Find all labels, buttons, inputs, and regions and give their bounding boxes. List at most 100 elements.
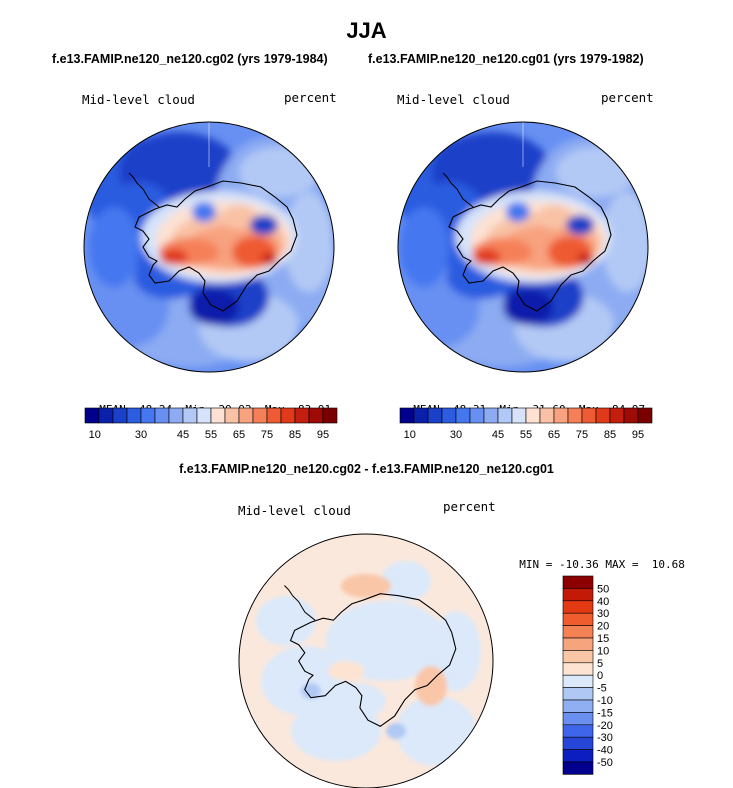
colorbar-tick-label: -15	[597, 707, 613, 719]
colorbar-box	[562, 674, 594, 688]
colorbar-box	[637, 407, 653, 424]
difference-region	[326, 683, 386, 719]
difference-region	[415, 666, 447, 706]
colorbar-box	[562, 612, 594, 626]
difference-region	[341, 574, 391, 598]
panel1-title: f.e13.FAMIP.ne120_ne120.cg02 (yrs 1979-1…	[52, 52, 328, 66]
panel1-units-label: percent	[284, 90, 337, 105]
panel3-variable-label: Mid-level cloud	[238, 503, 351, 518]
colorbar-box	[562, 761, 594, 775]
panel3-min-value: -10.36	[559, 558, 599, 571]
colorbar-box	[623, 407, 639, 424]
cloud-region	[555, 147, 636, 197]
colorbar-box	[252, 407, 268, 424]
colorbar-tick-label: 40	[597, 596, 609, 608]
colorbar-box	[112, 407, 128, 424]
panel1-colorbar: 10 30 45 55 65 75 85 95	[84, 407, 338, 441]
colorbar-box	[98, 407, 114, 424]
difference-region	[326, 601, 446, 681]
cloud-region	[536, 205, 573, 229]
panel2-title: f.e13.FAMIP.ne120_ne120.cg01 (yrs 1979-1…	[368, 52, 644, 66]
cloud-region	[602, 192, 648, 292]
peninsula-coastline	[128, 172, 160, 208]
difference-region	[386, 723, 406, 739]
colorbar-box	[595, 407, 611, 424]
cloud-region	[472, 249, 501, 265]
colorbar-tick-label: 30	[450, 429, 462, 441]
panel3-max-value: 10.68	[651, 558, 685, 571]
colorbar-box	[553, 407, 569, 424]
colorbar-box	[280, 407, 296, 424]
colorbar-box	[224, 407, 240, 424]
coastline	[134, 180, 298, 312]
peninsula-coastline	[442, 172, 474, 208]
colorbar-box	[562, 736, 594, 750]
cloud-region	[566, 215, 595, 235]
cloud-region	[261, 253, 277, 265]
peninsula-coastline	[284, 585, 316, 621]
colorbar-tick-label: 30	[135, 429, 147, 441]
colorbar-box	[562, 600, 594, 614]
colorbar-box	[562, 687, 594, 701]
cloud-region	[250, 215, 278, 235]
panel1-variable-label: Mid-level cloud	[82, 92, 195, 107]
colorbar-tick-label: -5	[597, 683, 607, 695]
cloud-region	[221, 205, 257, 229]
colorbar-box	[567, 407, 583, 424]
colorbar-box	[266, 407, 282, 424]
panel3-min-label: MIN =	[519, 558, 553, 571]
colorbar-box	[210, 407, 226, 424]
colorbar-box	[84, 407, 100, 424]
difference-region	[431, 611, 481, 691]
panel3-title: f.e13.FAMIP.ne120_ne120.cg02 - f.e13.FAM…	[179, 462, 554, 476]
panel1-map	[83, 121, 335, 373]
figure-title: JJA	[346, 18, 387, 43]
colorbar-box	[562, 662, 594, 676]
colorbar-box	[497, 407, 513, 424]
colorbar-box	[322, 407, 338, 424]
colorbar-tick-label: -40	[597, 745, 613, 757]
panel2-units-label: percent	[601, 90, 654, 105]
colorbar-box	[562, 650, 594, 664]
colorbar-tick-label: 95	[317, 429, 329, 441]
difference-region	[396, 696, 476, 766]
colorbar-tick-label: 85	[604, 429, 616, 441]
colorbar-tick-label: 10	[404, 429, 416, 441]
colorbar-tick-label: 55	[520, 429, 532, 441]
colorbar-tick-label: 65	[548, 429, 560, 441]
panel2-map	[397, 121, 649, 373]
colorbar-tick-label: 30	[597, 608, 609, 620]
colorbar-box	[126, 407, 142, 424]
colorbar-box	[562, 637, 594, 651]
cloud-region	[399, 207, 450, 287]
panel3-stats: MIN = -10.36 MAX = 10.68	[506, 545, 685, 571]
colorbar-tick-label: 55	[205, 429, 217, 441]
map-border	[83, 121, 335, 373]
coastline	[448, 180, 612, 312]
colorbar-tick-label: 85	[289, 429, 301, 441]
colorbar-box	[140, 407, 156, 424]
colorbar-box	[154, 407, 170, 424]
panel2-colorbar: 10 30 45 55 65 75 85 95	[399, 407, 653, 441]
coastline	[289, 593, 457, 727]
panel3-map	[238, 533, 494, 788]
cloud-region	[505, 202, 530, 222]
cloud-region	[89, 207, 139, 287]
map-border	[397, 121, 649, 373]
colorbar-tick-label: 45	[177, 429, 189, 441]
colorbar-tick-label: -30	[597, 732, 613, 744]
colorbar-tick-label: 50	[597, 583, 609, 595]
colorbar-box	[562, 724, 594, 738]
colorbar-box	[196, 407, 212, 424]
colorbar-box	[562, 699, 594, 713]
colorbar-box	[427, 407, 443, 424]
colorbar-box	[182, 407, 198, 424]
colorbar-box	[308, 407, 324, 424]
colorbar-box	[294, 407, 310, 424]
colorbar-box	[562, 575, 594, 589]
cloud-region	[239, 147, 319, 197]
colorbar-box	[168, 407, 184, 424]
map-border	[238, 533, 494, 788]
colorbar-tick-label: 75	[576, 429, 588, 441]
